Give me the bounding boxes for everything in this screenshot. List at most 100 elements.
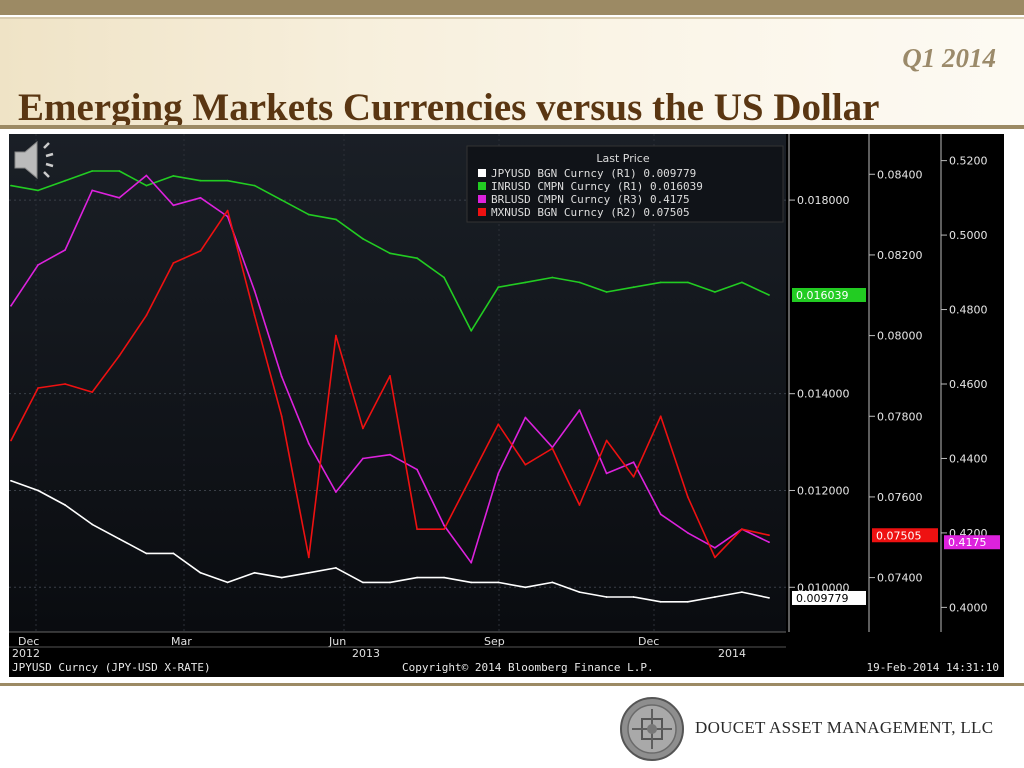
series-lines [10, 170, 770, 603]
series-2-point-19 [524, 416, 527, 419]
speaker-icon[interactable] [9, 134, 67, 186]
tick-label-R1-0: 0.018000 [797, 194, 850, 207]
series-2-point-5 [145, 174, 148, 177]
last-value-tag-1 [792, 590, 866, 605]
series-0-point-21 [578, 591, 581, 593]
series-2-point-18 [497, 472, 500, 475]
legend-entry-inr: INRUSD CMPN Curncy (R1) 0.016039 [491, 180, 703, 193]
legend-entry-mxn: MXNUSD BGN Curncy (R2) 0.07505 [491, 206, 690, 219]
series-3-point-6 [172, 262, 175, 264]
tick-label-R3-3: 0.4600 [949, 378, 988, 391]
x-tick-sep: Sep [484, 635, 505, 648]
series-2-point-8 [226, 215, 229, 218]
series-3-point-9 [253, 314, 256, 317]
series-0-point-1 [37, 489, 39, 492]
series-0-point-24 [659, 600, 662, 603]
tick-label-R1-2: 0.012000 [797, 484, 850, 497]
series-3-point-0 [10, 439, 12, 442]
chart-footer-left: JPYUSD Curncy (JPY-USD X-RATE) [12, 661, 211, 674]
top-bar [0, 0, 1024, 15]
series-2-point-10 [280, 375, 283, 378]
series-2-point-12 [335, 491, 337, 493]
series-1-point-13 [362, 237, 364, 240]
series-1-point-27 [741, 281, 743, 284]
x-year-2014: 2014 [718, 647, 746, 660]
series-0-point-0 [10, 479, 12, 482]
series-2-point-26 [714, 546, 716, 549]
series-2-point-2 [64, 249, 66, 251]
x-year-2012: 2012 [12, 647, 40, 660]
last-value-label-1: 0.009779 [796, 592, 849, 605]
top-line [0, 17, 1024, 19]
series-1-point-4 [118, 170, 121, 172]
series-1-point-12 [335, 218, 337, 221]
tick-label-R3-4: 0.4400 [949, 452, 988, 465]
series-3-point-10 [280, 415, 283, 418]
series-1-point-11 [307, 213, 310, 216]
series-3-point-1 [37, 387, 39, 389]
series-3-point-8 [226, 209, 229, 212]
series-3-point-12 [335, 334, 337, 337]
series-0-point-19 [524, 586, 527, 589]
series-0-point-28 [768, 597, 770, 599]
x-tick-dec-2012: Dec [18, 635, 39, 648]
series-3-point-2 [64, 383, 66, 385]
series-0-point-6 [172, 552, 175, 555]
series-0-point-27 [741, 591, 743, 593]
series-2-point-17 [470, 561, 473, 564]
series-0-point-13 [362, 581, 364, 584]
series-1-point-1 [37, 189, 39, 192]
series-3-point-19 [524, 463, 527, 466]
x-tick-dec-2013: Dec [638, 635, 659, 648]
series-0-point-26 [714, 596, 716, 598]
series-3-point-4 [118, 354, 121, 357]
quarter-label: Q1 2014 [902, 43, 996, 73]
series-1-point-23 [632, 286, 635, 289]
legend-title: Last Price [596, 152, 649, 165]
series-2-point-24 [659, 513, 662, 516]
series-0-point-3 [91, 523, 94, 526]
series-1-point-10 [280, 199, 283, 201]
series-2-point-4 [118, 196, 121, 199]
company-name: DOUCET ASSET MANAGEMENT, LLC [695, 718, 994, 737]
series-0-point-14 [389, 581, 391, 584]
series-1-point-19 [524, 281, 527, 284]
series-0-point-18 [497, 581, 500, 584]
x-axis: Dec Mar Jun Sep Dec 2012 2013 2014 [9, 631, 786, 660]
series-1-point-17 [470, 329, 473, 332]
x-year-2013: 2013 [352, 647, 380, 660]
last-value-tag-3 [944, 535, 1000, 550]
last-value-tag-2 [872, 528, 938, 543]
chart-footer-center: Copyright© 2014 Bloomberg Finance L.P. [402, 661, 654, 674]
series-2-point-0 [10, 304, 12, 307]
series-3-point-27 [741, 528, 743, 531]
series-0-point-16 [443, 576, 445, 579]
series-1-point-9 [253, 184, 256, 187]
last-value-label-2: 0.07505 [876, 529, 922, 542]
series-1-point-22 [605, 291, 608, 293]
series-0-point-5 [145, 552, 148, 555]
series-2-point-21 [578, 409, 581, 411]
legend-swatch-inr [478, 182, 486, 190]
series-2-point-28 [768, 541, 770, 544]
series-1-point-3 [91, 170, 94, 172]
series-3-point-5 [145, 314, 148, 317]
series-3-point-26 [714, 556, 716, 559]
tick-label-R3-1: 0.5000 [949, 229, 988, 242]
series-2-point-25 [686, 532, 689, 534]
tick-label-R3-6: 0.4000 [949, 601, 988, 614]
header-rule [0, 125, 1024, 129]
series-2-point-22 [605, 472, 608, 475]
legend-swatch-jpy [478, 169, 486, 177]
series-2-point-13 [362, 457, 364, 460]
coin-logo-icon [620, 697, 684, 761]
series-0-point-7 [199, 571, 202, 574]
series-1-point-5 [145, 184, 148, 187]
series-3-point-18 [497, 423, 500, 426]
tick-label-R2-1: 0.08200 [877, 249, 923, 262]
bloomberg-chart: 0.018000 0.014000 0.012000 0.010000 0.08400 0… [9, 134, 1004, 677]
series-3-point-13 [362, 427, 364, 430]
chart-svg: 0.0180000.0140000.0120000.0100000.084000… [9, 134, 1000, 674]
series-0-point-11 [307, 571, 310, 574]
x-tick-jun: Jun [328, 635, 346, 648]
